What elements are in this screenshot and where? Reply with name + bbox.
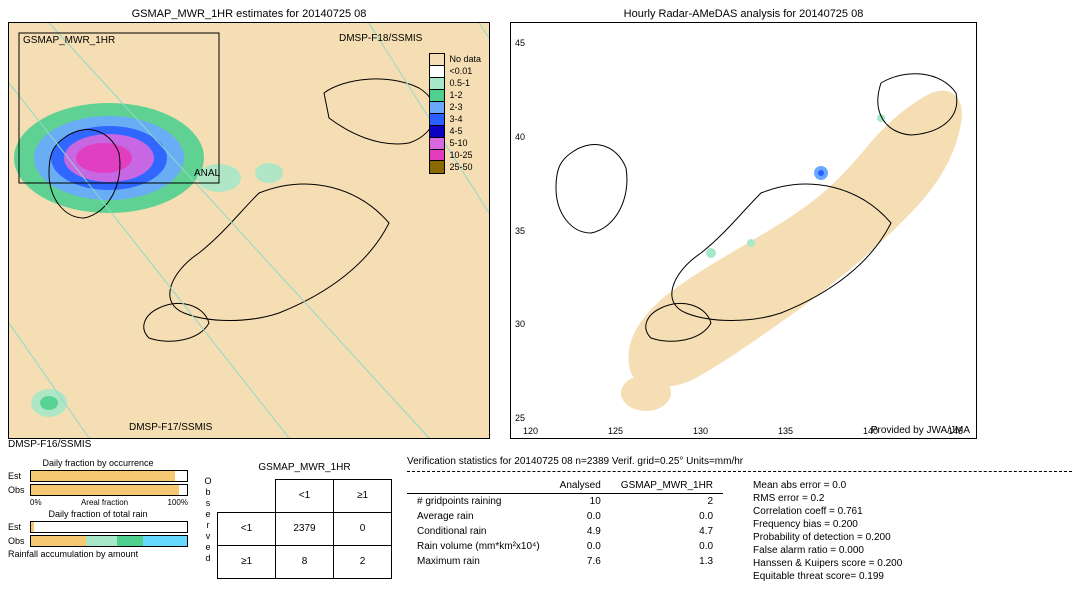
verif-row: Maximum rain7.61.3 <box>407 554 723 569</box>
obs-rain-bar <box>30 535 188 547</box>
contingency-table: GSMAP_MWR_1HR <1 ≥1 <1 2379 0 ≥1 8 2 <box>217 462 392 579</box>
ct-a: 2379 <box>276 512 334 545</box>
score-line: Hanssen & Kuipers score = 0.200 <box>753 558 902 569</box>
color-legend: No data<0.010.5-11-22-33-44-55-1010-2525… <box>429 53 481 173</box>
est-occ-row: Est <box>8 470 188 482</box>
verif-table: Analysed GSMAP_MWR_1HR # gridpoints rain… <box>407 478 723 584</box>
provided-by: Provided by JWA/JMA <box>871 425 970 436</box>
score-line: Mean abs error = 0.0 <box>753 480 902 491</box>
obs-rain-row: Obs <box>8 535 188 547</box>
left-map: GSMAP_MWR_1HRANALDMSP-F18/SSMISDMSP-F17/… <box>8 22 490 439</box>
axis-100: 100% <box>168 498 188 507</box>
verif-cell-est: 1.3 <box>611 554 723 569</box>
verif-body: Analysed GSMAP_MWR_1HR # gridpoints rain… <box>407 478 1072 584</box>
contingency-grid: <1 ≥1 <1 2379 0 ≥1 8 2 <box>217 479 392 579</box>
verification-panel: Verification statistics for 20140725 08 … <box>407 456 1072 584</box>
verif-cell-est: 0.0 <box>611 539 723 554</box>
accum-title: Rainfall accumulation by amount <box>8 549 188 559</box>
verif-cell-analysed: 10 <box>550 494 611 510</box>
scores-list: Mean abs error = 0.0 RMS error = 0.2 Corre… <box>753 478 902 584</box>
verif-divider <box>407 471 1072 472</box>
occurrence-title: Daily fraction by occurrence <box>8 458 188 468</box>
score-line: Frequency bias = 0.200 <box>753 519 902 530</box>
ct-c: 8 <box>276 545 334 578</box>
est-label: Est <box>8 471 30 481</box>
est-label-2: Est <box>8 522 30 532</box>
obs-occ-bar <box>30 484 188 496</box>
obs-occ-row: Obs <box>8 484 188 496</box>
verif-cell-label: Conditional rain <box>407 524 550 539</box>
top-row: GSMAP_MWR_1HR estimates for 20140725 08 … <box>8 8 1072 450</box>
est-occ-bar <box>30 470 188 482</box>
verif-cell-analysed: 0.0 <box>550 509 611 524</box>
axis-mid: Areal fraction <box>81 498 128 507</box>
occ-axis: 0% Areal fraction 100% <box>30 498 188 507</box>
verif-row: Average rain0.00.0 <box>407 509 723 524</box>
right-map-title: Hourly Radar-AMeDAS analysis for 2014072… <box>510 8 977 20</box>
left-map-panel: GSMAP_MWR_1HR estimates for 20140725 08 … <box>8 8 490 450</box>
right-map: 1201251301351401452530354045Provided by … <box>510 22 977 439</box>
verif-row: # gridpoints raining102 <box>407 494 723 510</box>
verif-cell-analysed: 7.6 <box>550 554 611 569</box>
ct-d: 2 <box>334 545 392 578</box>
ct-col1: <1 <box>276 479 334 512</box>
verif-cell-est: 2 <box>611 494 723 510</box>
verif-cell-label: Maximum rain <box>407 554 550 569</box>
verif-row: Conditional rain4.94.7 <box>407 524 723 539</box>
score-line: RMS error = 0.2 <box>753 493 902 504</box>
verif-cell-est: 4.7 <box>611 524 723 539</box>
verif-row: Rain volume (mm*km²x10⁴)0.00.0 <box>407 539 723 554</box>
verif-cell-analysed: 4.9 <box>550 524 611 539</box>
verif-cell-est: 0.0 <box>611 509 723 524</box>
right-map-panel: Hourly Radar-AMeDAS analysis for 2014072… <box>510 8 977 450</box>
verif-header: Verification statistics for 20140725 08 … <box>407 456 1072 467</box>
left-map-title: GSMAP_MWR_1HR estimates for 20140725 08 <box>8 8 490 20</box>
verif-cell-label: # gridpoints raining <box>407 494 550 510</box>
axis-0: 0% <box>30 498 42 507</box>
contingency-title: GSMAP_MWR_1HR <box>217 462 392 473</box>
ct-row2: ≥1 <box>218 545 276 578</box>
score-line: Correlation coeff = 0.761 <box>753 506 902 517</box>
score-line: Probability of detection = 0.200 <box>753 532 902 543</box>
score-line: False alarm ratio = 0.000 <box>753 545 902 556</box>
verif-cell-label: Rain volume (mm*km²x10⁴) <box>407 539 550 554</box>
verif-cell-analysed: 0.0 <box>550 539 611 554</box>
contingency-wrap: Observed GSMAP_MWR_1HR <1 ≥1 <1 2379 0 ≥… <box>203 456 392 584</box>
verif-col-analysed: Analysed <box>550 478 611 494</box>
total-rain-title: Daily fraction of total rain <box>8 509 188 519</box>
score-line: Equitable threat score= 0.199 <box>753 571 902 582</box>
ct-col2: ≥1 <box>334 479 392 512</box>
est-occ-fill <box>31 471 175 481</box>
est-rain-bar <box>30 521 188 533</box>
est-rain-row: Est <box>8 521 188 533</box>
verif-cell-label: Average rain <box>407 509 550 524</box>
obs-label: Obs <box>8 485 30 495</box>
bottom-row: Daily fraction by occurrence Est Obs 0% … <box>8 456 1072 584</box>
obs-label-2: Obs <box>8 536 30 546</box>
verif-col-est: GSMAP_MWR_1HR <box>611 478 723 494</box>
ct-b: 0 <box>334 512 392 545</box>
obs-occ-fill <box>31 485 179 495</box>
observed-label: Observed <box>203 476 217 564</box>
ct-row1: <1 <box>218 512 276 545</box>
fractions-panel: Daily fraction by occurrence Est Obs 0% … <box>8 456 188 584</box>
